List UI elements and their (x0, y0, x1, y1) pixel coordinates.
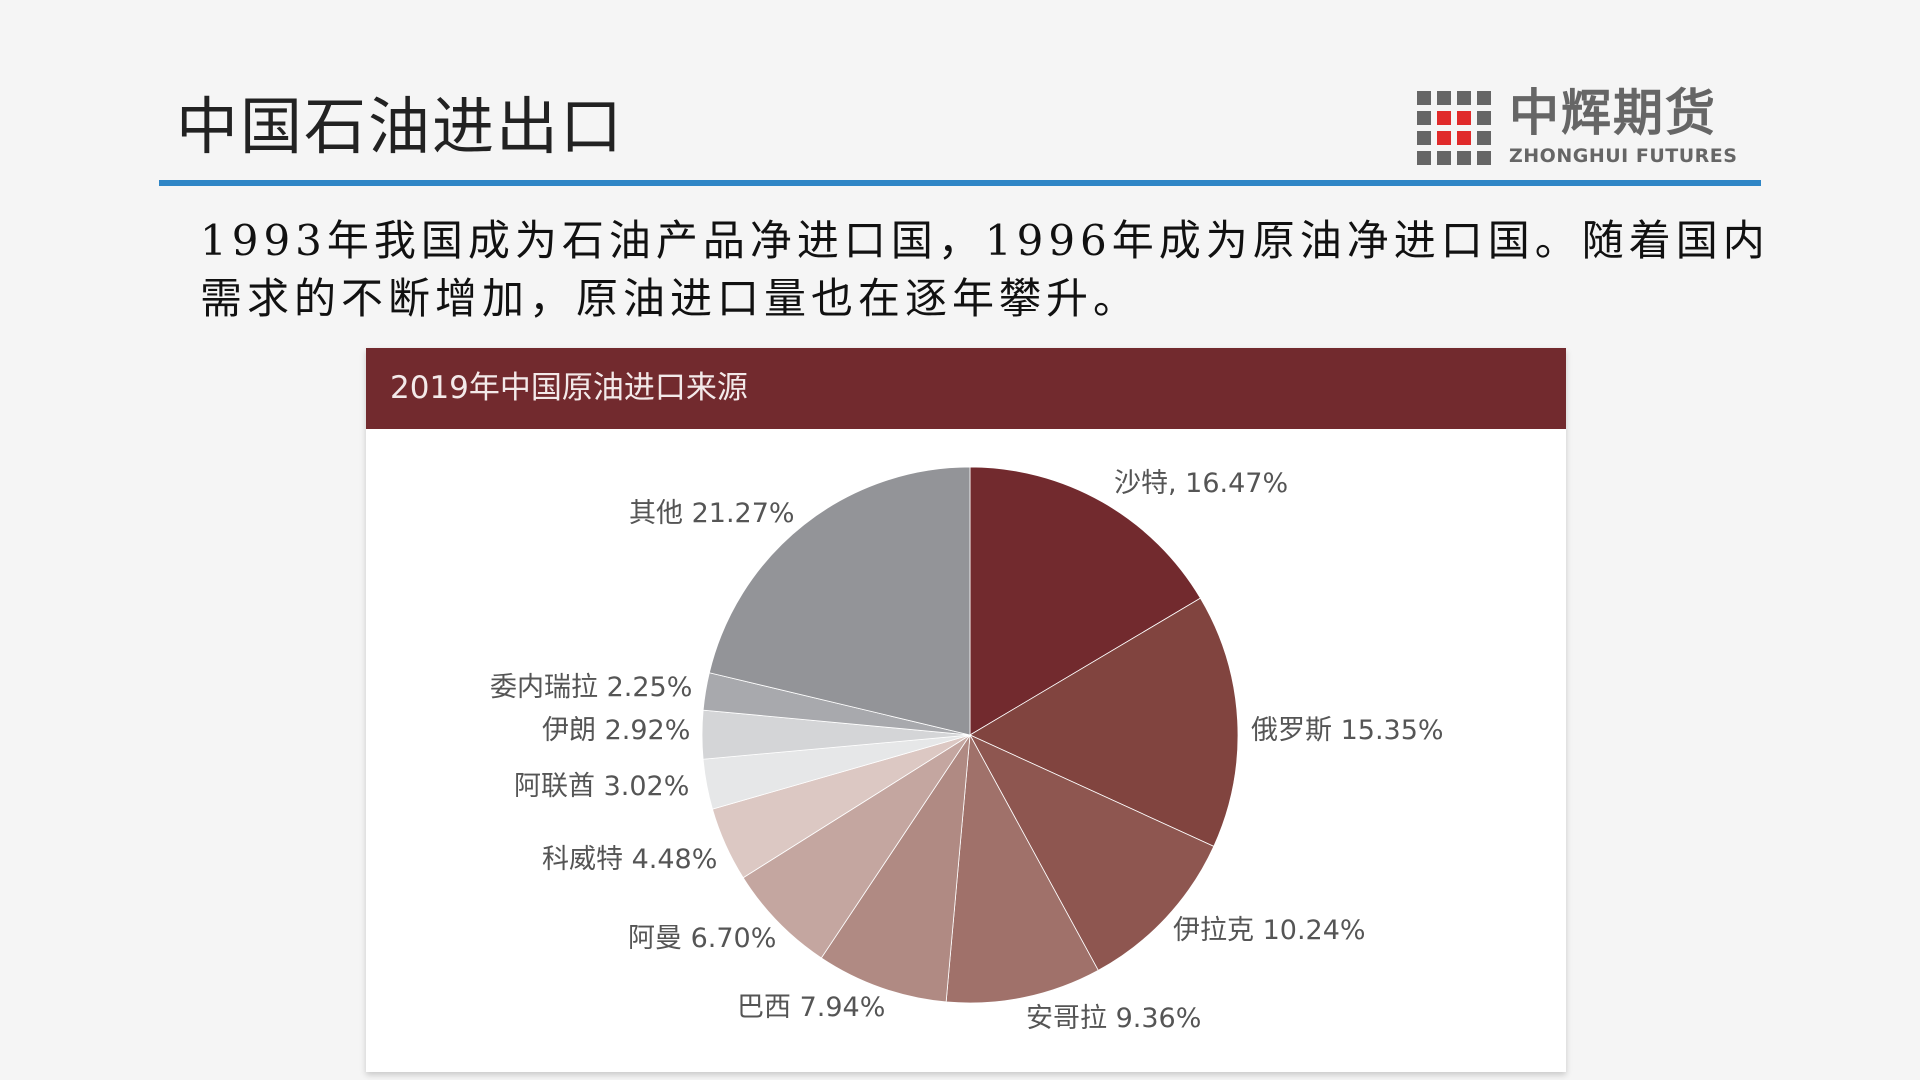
pie-slice-2 (969, 734, 1215, 971)
pie-slice-5 (742, 734, 971, 959)
slice-label: 其他 21.27% (629, 498, 795, 529)
pie-chart (701, 466, 1239, 1004)
slice-label: 科威特 4.48% (542, 844, 718, 875)
chart-header: 2019年中国原油进口来源 (366, 348, 1566, 429)
slice-label: 巴西 7.94% (737, 992, 886, 1023)
pie-slice-10 (708, 466, 971, 736)
page-title: 中国石油进出口 (176, 90, 625, 163)
chart-card: 2019年中国原油进口来源 沙特, 16.47% 俄罗斯 15.35% 伊拉克 10… (366, 348, 1566, 1072)
chart-title: 2019年中国原油进口来源 (390, 370, 748, 406)
slice-label: 阿曼 6.70% (628, 923, 777, 954)
slice-label: 沙特, 16.47% (1114, 468, 1289, 499)
slice-label: 阿联酋 3.02% (514, 771, 690, 802)
pie-slice-4 (820, 734, 971, 1003)
body-line-1: 1993年我国成为石油产品净进口国，1996年成为原油净进口国。随着国内 (200, 216, 1770, 265)
pie-slice-3 (945, 733, 1099, 1004)
title-divider (159, 180, 1761, 186)
pie-slice-0 (969, 466, 1201, 736)
company-logo: 中辉期货 ZHONGHUI FUTURES (1417, 84, 1762, 169)
logo-english-name: ZHONGHUI FUTURES (1509, 145, 1738, 167)
slice-label: 安哥拉 9.36% (1026, 1003, 1202, 1034)
logo-chinese-name: 中辉期货 (1509, 84, 1717, 142)
slice-label: 委内瑞拉 2.25% (490, 672, 693, 703)
logo-grid-icon (1417, 91, 1491, 165)
body-line-2: 需求的不断增加，原油进口量也在逐年攀升。 (200, 274, 1141, 323)
slice-label: 伊朗 2.92% (542, 715, 691, 746)
slice-label: 俄罗斯 15.35% (1251, 715, 1444, 746)
body-paragraph: 1993年我国成为石油产品净进口国，1996年成为原油净进口国。随着国内 需求的… (200, 212, 1770, 328)
slice-label: 伊拉克 10.24% (1173, 915, 1366, 946)
pie-slice-1 (969, 597, 1239, 847)
